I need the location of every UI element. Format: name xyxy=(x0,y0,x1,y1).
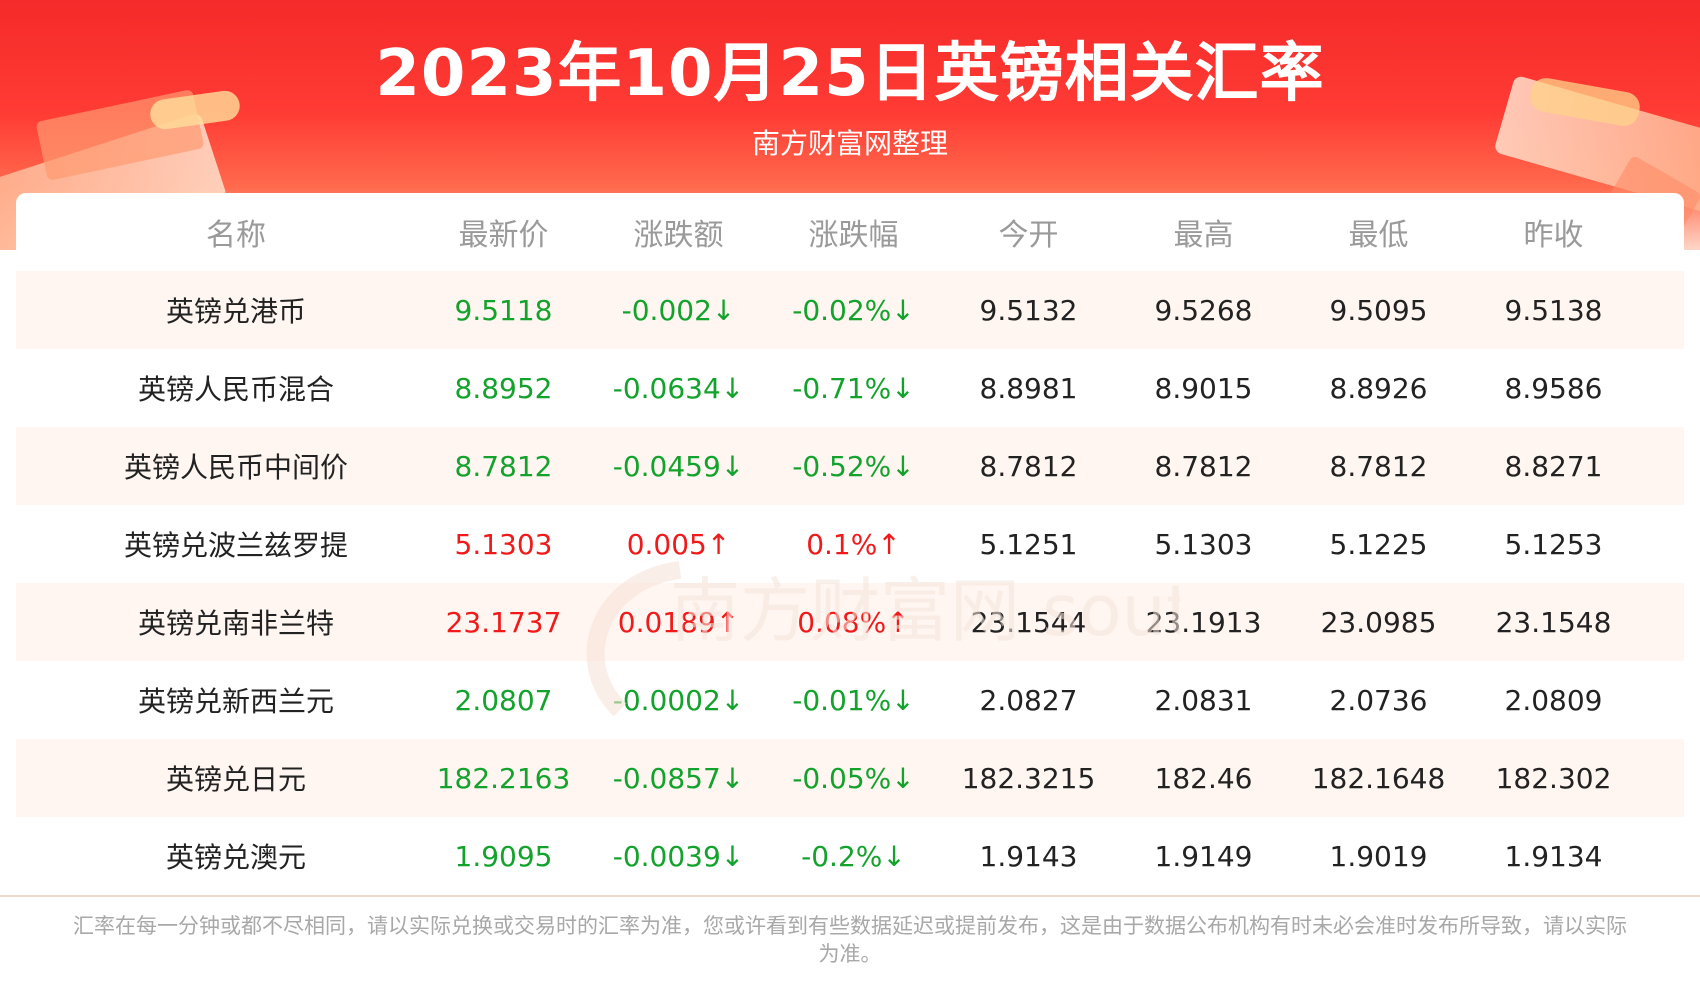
table-row: 英镑兑波兰兹罗提 5.1303 0.005↑ 0.1%↑ 5.1251 5.1303 5.1… xyxy=(16,505,1684,583)
row-latest: 182.2163 xyxy=(436,761,571,795)
row-pct: 0.1%↑ xyxy=(806,527,901,561)
row-prev: 8.9586 xyxy=(1504,371,1603,405)
row-change: -0.0002↓ xyxy=(612,683,745,717)
row-low: 23.0985 xyxy=(1320,605,1437,639)
footer-divider xyxy=(0,895,1700,897)
row-latest: 2.0807 xyxy=(454,683,553,717)
column-header-change: 涨跌额 xyxy=(633,218,724,253)
row-name: 英镑兑港币 xyxy=(165,295,306,328)
row-pct: -0.52%↓ xyxy=(792,449,915,483)
row-prev: 182.302 xyxy=(1495,761,1612,795)
row-prev: 23.1548 xyxy=(1495,605,1612,639)
column-header-name: 名称 xyxy=(206,218,266,253)
row-high: 8.9015 xyxy=(1154,371,1253,405)
rate-table: 名称 最新价 涨跌额 涨跌幅 今开 最高 最低 昨收 英镑兑港币 9.5118 -0… xyxy=(16,193,1684,895)
row-open: 1.9143 xyxy=(979,839,1078,873)
row-change: 0.005↑ xyxy=(626,527,731,561)
row-prev: 1.9134 xyxy=(1504,839,1603,873)
column-header-open: 今开 xyxy=(998,218,1059,253)
row-change: -0.0857↓ xyxy=(612,761,745,795)
row-open: 2.0827 xyxy=(979,683,1078,717)
row-high: 8.7812 xyxy=(1154,449,1253,483)
row-name: 英镑兑南非兰特 xyxy=(137,607,334,640)
row-latest: 1.9095 xyxy=(454,839,553,873)
row-latest: 8.7812 xyxy=(454,449,553,483)
column-header-high: 最高 xyxy=(1173,218,1234,253)
row-pct: 0.08%↑ xyxy=(797,605,910,639)
row-low: 5.1225 xyxy=(1329,527,1428,561)
row-high: 1.9149 xyxy=(1154,839,1253,873)
table-row: 英镑人民币中间价 8.7812 -0.0459↓ -0.52%↓ 8.7812 8.781… xyxy=(16,427,1684,505)
row-high: 9.5268 xyxy=(1154,293,1253,327)
row-change: -0.0459↓ xyxy=(612,449,745,483)
table-header-row: 名称 最新价 涨跌额 涨跌幅 今开 最高 最低 昨收 xyxy=(16,193,1684,271)
row-low: 2.0736 xyxy=(1329,683,1428,717)
row-open: 182.3215 xyxy=(961,761,1096,795)
row-open: 23.1544 xyxy=(970,605,1087,639)
footnote: 汇率在每一分钟或都不尽相同，请以实际兑换或交易时的汇率为准，您或许看到有些数据延… xyxy=(73,914,1627,966)
row-prev: 8.8271 xyxy=(1504,449,1603,483)
row-pct: -0.2%↓ xyxy=(801,839,906,873)
table-row: 英镑人民币混合 8.8952 -0.0634↓ -0.71%↓ 8.8981 8.9015… xyxy=(16,349,1684,427)
column-header-low: 最低 xyxy=(1348,218,1409,253)
row-change: -0.002↓ xyxy=(621,293,736,327)
row-change: -0.0634↓ xyxy=(612,371,745,405)
row-open: 9.5132 xyxy=(979,293,1078,327)
row-open: 5.1251 xyxy=(979,527,1078,561)
row-prev: 2.0809 xyxy=(1504,683,1603,717)
row-high: 2.0831 xyxy=(1154,683,1253,717)
row-name: 英镑兑新西兰元 xyxy=(137,685,334,718)
row-pct: -0.02%↓ xyxy=(792,293,915,327)
row-open: 8.8981 xyxy=(979,371,1078,405)
column-header-prev: 昨收 xyxy=(1523,218,1584,253)
page-title: 2023年10月25日英镑相关汇率 xyxy=(375,37,1325,111)
row-high: 5.1303 xyxy=(1154,527,1253,561)
row-high: 23.1913 xyxy=(1145,605,1262,639)
row-open: 8.7812 xyxy=(979,449,1078,483)
row-change: -0.0039↓ xyxy=(612,839,745,873)
row-low: 9.5095 xyxy=(1329,293,1428,327)
row-low: 8.8926 xyxy=(1329,371,1428,405)
row-latest: 23.1737 xyxy=(445,605,562,639)
row-latest: 9.5118 xyxy=(454,293,553,327)
column-header-pct: 涨跌幅 xyxy=(808,218,899,253)
row-pct: -0.05%↓ xyxy=(792,761,915,795)
row-pct: -0.71%↓ xyxy=(792,371,915,405)
column-header-latest: 最新价 xyxy=(458,218,549,253)
row-pct: -0.01%↓ xyxy=(792,683,915,717)
row-name: 英镑兑波兰兹罗提 xyxy=(123,529,348,562)
table-row: 英镑兑日元 182.2163 -0.0857↓ -0.05%↓ 182.3215 182.… xyxy=(16,739,1684,817)
row-latest: 5.1303 xyxy=(454,527,553,561)
row-prev: 9.5138 xyxy=(1504,293,1603,327)
row-name: 英镑兑日元 xyxy=(165,763,306,796)
row-low: 8.7812 xyxy=(1329,449,1428,483)
table-row: 英镑兑港币 9.5118 -0.002↓ -0.02%↓ 9.5132 9.5268 9.5… xyxy=(16,271,1684,349)
row-low: 1.9019 xyxy=(1329,839,1428,873)
page-subtitle: 南方财富网整理 xyxy=(751,127,948,160)
table-row: 英镑兑澳元 1.9095 -0.0039↓ -0.2%↓ 1.9143 1.9149 1.9… xyxy=(16,817,1684,895)
row-name: 英镑人民币中间价 xyxy=(123,451,348,484)
row-prev: 5.1253 xyxy=(1504,527,1603,561)
row-change: 0.0189↑ xyxy=(617,605,740,639)
row-low: 182.1648 xyxy=(1311,761,1446,795)
row-high: 182.46 xyxy=(1154,761,1253,795)
row-latest: 8.8952 xyxy=(454,371,553,405)
row-name: 英镑兑澳元 xyxy=(165,841,306,874)
row-name: 英镑人民币混合 xyxy=(137,373,334,406)
table-row: 英镑兑南非兰特 23.1737 0.0189↑ 0.08%↑ 23.1544 23.191… xyxy=(16,583,1684,661)
table-row: 英镑兑新西兰元 2.0807 -0.0002↓ -0.01%↓ 2.0827 2.0831… xyxy=(16,661,1684,739)
